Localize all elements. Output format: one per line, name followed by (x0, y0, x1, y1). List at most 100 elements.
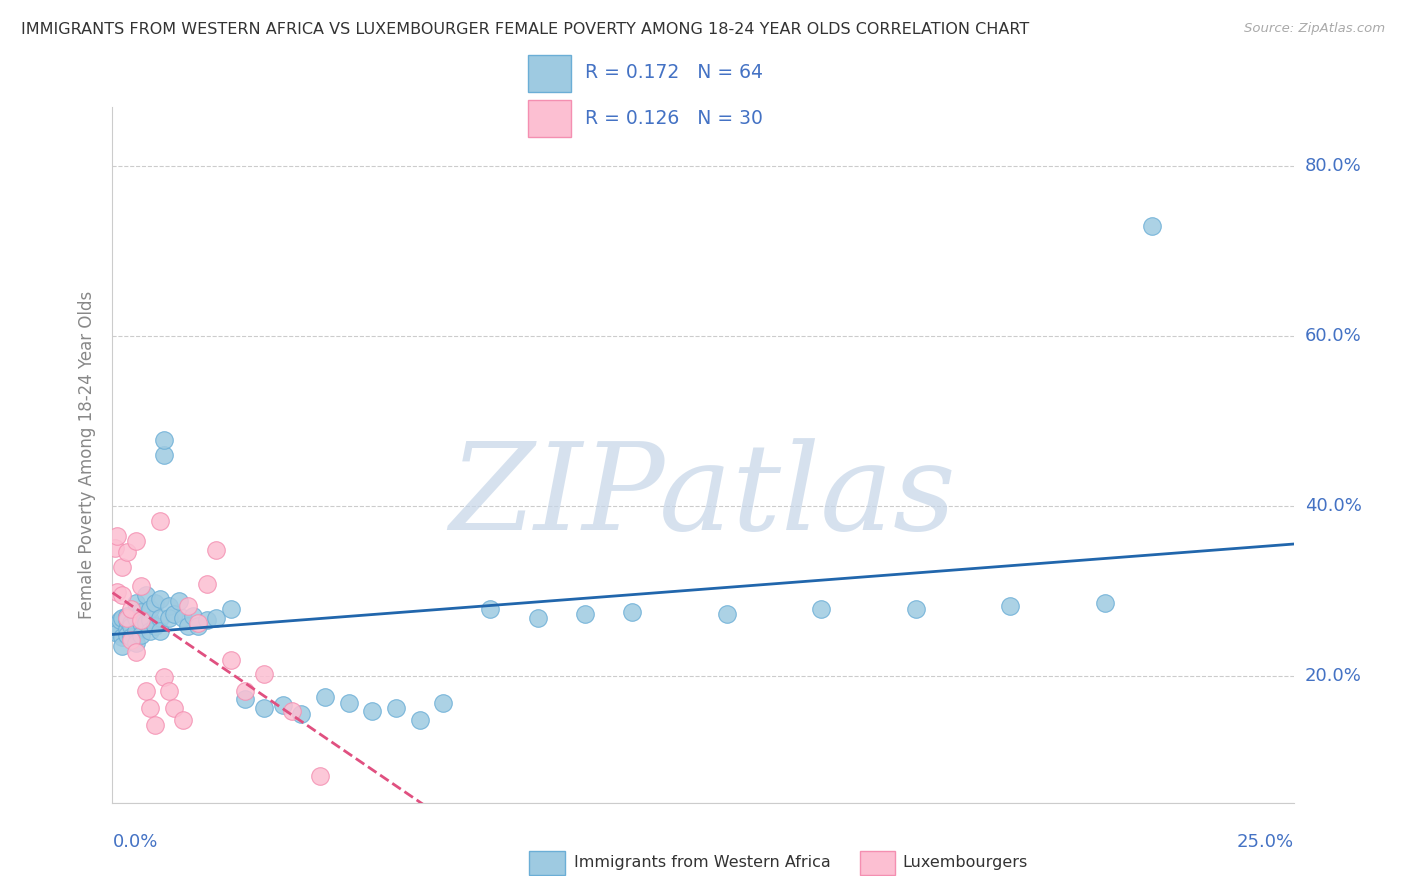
Point (129, 579, 152, 593)
Point (125, 636, 148, 650)
Text: Immigrants from Western Africa: Immigrants from Western Africa (574, 855, 831, 870)
Point (233, 692, 256, 706)
Point (149, 592, 172, 607)
Point (309, 769, 332, 783)
Text: 20.0%: 20.0% (1305, 666, 1361, 684)
Point (115, 611, 138, 625)
Point (1140, 219, 1163, 233)
Point (157, 599, 180, 613)
Point (181, 609, 204, 624)
Point (314, 690, 336, 704)
Point (149, 514, 172, 528)
Point (120, 615, 142, 630)
Point (271, 698, 294, 713)
Point (115, 609, 138, 624)
Point (253, 700, 276, 714)
Point (129, 605, 152, 619)
Point (219, 602, 242, 616)
Point (125, 645, 148, 659)
Point (253, 666, 276, 681)
Point (143, 596, 166, 610)
Point (716, 607, 738, 622)
Point (281, 704, 304, 718)
Point (195, 577, 218, 591)
Point (177, 619, 200, 633)
Point (172, 713, 194, 727)
Point (135, 588, 157, 602)
Point (526, 611, 548, 625)
Point (139, 624, 162, 639)
Point (157, 683, 180, 698)
Point (125, 596, 148, 610)
Point (153, 448, 176, 462)
Text: ZIPatlas: ZIPatlas (450, 438, 956, 556)
Text: IMMIGRANTS FROM WESTERN AFRICA VS LUXEMBOURGER FEMALE POVERTY AMONG 18-24 YEAR O: IMMIGRANTS FROM WESTERN AFRICA VS LUXEMB… (21, 22, 1029, 37)
Point (105, 617, 128, 632)
Point (177, 599, 200, 613)
Point (139, 613, 162, 627)
Point (233, 683, 256, 698)
Point (143, 717, 166, 731)
Point (361, 704, 384, 718)
Point (574, 607, 596, 622)
Point (432, 696, 454, 710)
Text: 25.0%: 25.0% (1236, 833, 1294, 851)
Point (1094, 596, 1116, 610)
Point (125, 611, 148, 625)
Point (125, 534, 148, 549)
Point (111, 588, 134, 602)
Point (135, 683, 157, 698)
Point (104, 541, 127, 556)
Text: Source: ZipAtlas.com: Source: ZipAtlas.com (1244, 22, 1385, 36)
Text: 60.0%: 60.0% (1305, 327, 1361, 345)
Point (139, 602, 162, 616)
Point (105, 528, 128, 542)
Point (104, 622, 127, 636)
Point (157, 611, 180, 625)
Point (621, 605, 644, 619)
Point (810, 602, 832, 616)
Point (172, 611, 194, 625)
Point (111, 631, 134, 645)
Point (129, 615, 152, 630)
Point (115, 613, 138, 627)
Point (205, 543, 228, 558)
Point (186, 615, 208, 630)
Point (186, 619, 208, 633)
Point (219, 653, 242, 667)
Point (120, 632, 142, 647)
Point (479, 602, 502, 616)
Point (385, 700, 408, 714)
Text: Luxembourgers: Luxembourgers (903, 855, 1028, 870)
Point (111, 560, 134, 574)
Point (105, 585, 128, 599)
Point (120, 602, 142, 616)
Point (129, 613, 152, 627)
Point (205, 611, 228, 625)
Text: R = 0.172   N = 64: R = 0.172 N = 64 (585, 62, 763, 82)
Text: 80.0%: 80.0% (1305, 157, 1361, 176)
Point (115, 628, 138, 642)
Point (195, 613, 218, 627)
Point (143, 619, 166, 633)
Point (153, 670, 176, 684)
Point (337, 696, 360, 710)
Point (105, 626, 128, 640)
Text: R = 0.126   N = 30: R = 0.126 N = 30 (585, 109, 763, 128)
Point (163, 700, 186, 714)
Point (290, 706, 312, 721)
Bar (527, 55, 571, 92)
Text: 40.0%: 40.0% (1305, 497, 1361, 515)
Point (408, 713, 430, 727)
Point (153, 433, 176, 447)
Point (904, 602, 927, 616)
Point (125, 624, 148, 639)
Point (111, 611, 134, 625)
Point (163, 607, 186, 622)
Point (115, 622, 138, 636)
Point (149, 624, 172, 639)
Point (135, 615, 157, 630)
Point (139, 700, 162, 714)
Point (108, 613, 131, 627)
Point (149, 611, 172, 625)
